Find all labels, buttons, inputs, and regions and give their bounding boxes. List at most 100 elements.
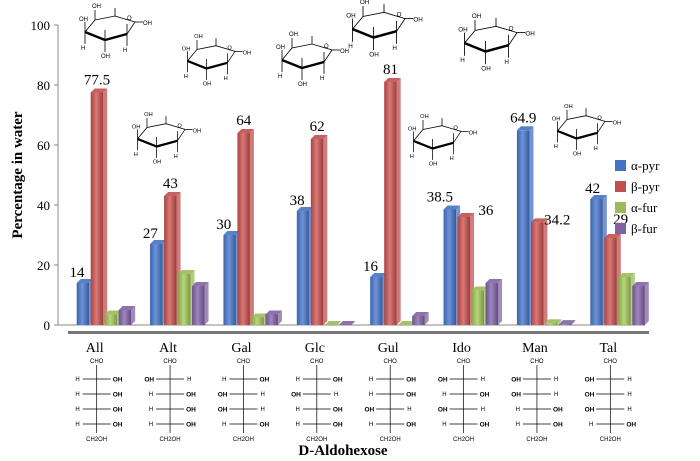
svg-text:H: H [334, 392, 338, 398]
svg-text:OH: OH [243, 50, 252, 56]
legend-label-2: β-pyr [631, 179, 660, 194]
svg-text:OH: OH [564, 104, 573, 110]
svg-text:H: H [481, 407, 485, 413]
svg-text:O: O [127, 16, 132, 22]
svg-text:O: O [324, 44, 329, 50]
svg-text:H: H [149, 407, 153, 413]
svg-text:OH: OH [552, 116, 561, 122]
svg-text:H: H [627, 377, 631, 383]
svg-text:O: O [177, 124, 182, 130]
svg-text:OH: OH [186, 407, 196, 414]
svg-text:OH: OH [458, 27, 468, 34]
svg-text:OH: OH [186, 392, 196, 399]
svg-text:H: H [295, 377, 299, 383]
svg-text:H: H [554, 144, 558, 150]
svg-text:OH: OH [585, 392, 595, 399]
svg-text:H: H [222, 377, 226, 383]
bar-man-series-4 [558, 320, 576, 325]
svg-text:OH: OH [113, 392, 123, 399]
bar-gal-series-4 [265, 310, 282, 325]
svg-text:H: H [149, 422, 153, 428]
svg-text:OH: OH [360, 0, 370, 6]
svg-text:OH: OH [101, 54, 110, 60]
bar-gal-series-2 [237, 129, 254, 325]
data-label-gal-2: 64 [236, 113, 252, 129]
data-label-all-2: 77.5 [84, 73, 110, 89]
y-tick-label: 60 [37, 138, 50, 153]
data-label-all-1: 14 [69, 265, 85, 281]
bar-tal-series-3 [618, 273, 635, 325]
bar-ido-series-4 [485, 279, 503, 325]
svg-text:CHO: CHO [163, 359, 177, 365]
svg-text:H: H [295, 422, 299, 428]
svg-text:OH: OH [113, 377, 123, 384]
legend-label-3: α-fur [631, 200, 658, 215]
haworth-structure-man: OH H OH H OH OH O [458, 13, 535, 73]
bar-alt-series-2 [164, 192, 181, 325]
svg-text:H: H [450, 156, 454, 162]
svg-text:OH: OH [585, 407, 595, 414]
svg-text:H: H [504, 59, 509, 66]
svg-text:OH: OH [626, 422, 636, 429]
svg-text:CH2OH: CH2OH [306, 437, 327, 443]
svg-text:O: O [509, 26, 514, 33]
fischer-projection-gul: CHO H OH H OH OH H H OH CH2OH [364, 359, 416, 443]
bar-gul-series-2 [384, 78, 401, 325]
svg-text:H: H [149, 392, 153, 398]
svg-text:CHO: CHO [310, 359, 324, 365]
fischer-projection-ido: CHO OH H H OH OH H H OH CH2OH [438, 359, 490, 443]
bar-man-series-3 [544, 319, 562, 325]
category-label-alt: Alt [159, 341, 177, 356]
y-tick-label: 20 [37, 258, 50, 273]
svg-text:OH: OH [218, 407, 228, 414]
svg-text:OH: OH [420, 114, 429, 120]
data-label-glc-1: 38 [290, 193, 305, 209]
svg-text:H: H [184, 74, 188, 80]
svg-text:H: H [123, 48, 127, 54]
svg-text:OH: OH [218, 392, 228, 399]
svg-text:CH2OH: CH2OH [86, 437, 107, 443]
svg-text:OH: OH [143, 21, 152, 27]
svg-text:OH: OH [480, 392, 490, 399]
legend-label-1: α-pyr [631, 158, 660, 173]
svg-text:OH: OH [79, 17, 88, 23]
fischer-projection-glc: CHO H OH OH H H OH H OH CH2OH [291, 359, 343, 443]
data-label-gul-1: 16 [363, 259, 379, 275]
svg-text:OH: OH [333, 407, 343, 414]
svg-text:OH: OH [144, 112, 153, 118]
svg-text:CH2OH: CH2OH [453, 437, 474, 443]
legend: α-pyr β-pyr α-fur β-fur [615, 158, 660, 236]
haworth-structure-glc: OH H OH H OH OH O [276, 32, 349, 88]
svg-text:H: H [81, 46, 85, 52]
fischer-projection-tal: CHO OH H OH H OH H H OH CH2OH [585, 359, 637, 443]
svg-text:H: H [75, 377, 79, 383]
svg-text:OH: OH [340, 49, 349, 55]
svg-text:OH: OH [481, 65, 491, 72]
svg-text:H: H [278, 74, 282, 80]
category-label-tal: Tal [599, 341, 617, 356]
svg-text:OH: OH [413, 17, 423, 24]
svg-text:OH: OH [553, 407, 563, 414]
svg-text:H: H [320, 76, 324, 82]
svg-text:H: H [260, 392, 264, 398]
x-axis-title: D-Aldohexose [298, 443, 388, 459]
bar-tal-series-4 [632, 282, 649, 325]
svg-text:OH: OH [429, 162, 438, 168]
y-tick-label: 80 [37, 78, 50, 93]
axes [57, 25, 649, 334]
svg-text:H: H [260, 407, 264, 413]
svg-text:OH: OH [408, 126, 417, 132]
svg-text:H: H [392, 45, 397, 52]
category-label-gal: Gal [231, 341, 251, 356]
svg-text:O: O [597, 116, 602, 122]
svg-text:OH: OH [472, 13, 482, 20]
svg-text:H: H [410, 154, 414, 160]
svg-text:CHO: CHO [90, 359, 104, 365]
svg-text:OH: OH [553, 422, 563, 429]
bars [76, 78, 649, 325]
svg-text:H: H [224, 76, 228, 82]
svg-text:O: O [397, 12, 402, 19]
